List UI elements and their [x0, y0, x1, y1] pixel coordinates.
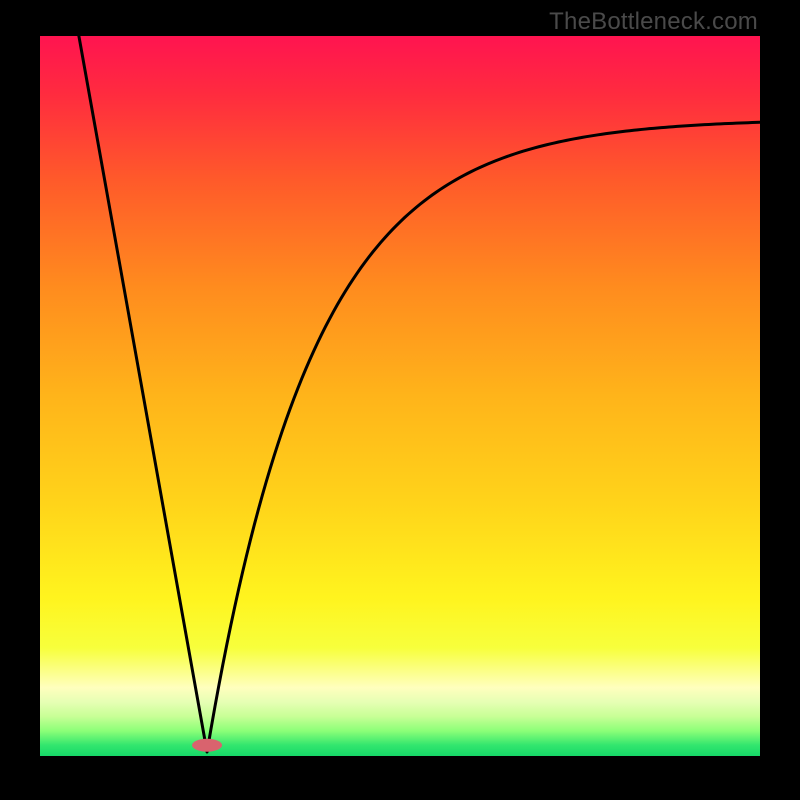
plot-gradient-area: [40, 36, 760, 756]
chart-svg: [0, 0, 800, 800]
watermark-text: TheBottleneck.com: [549, 8, 758, 36]
minimum-marker: [192, 739, 222, 752]
stage: TheBottleneck.com: [0, 0, 800, 800]
